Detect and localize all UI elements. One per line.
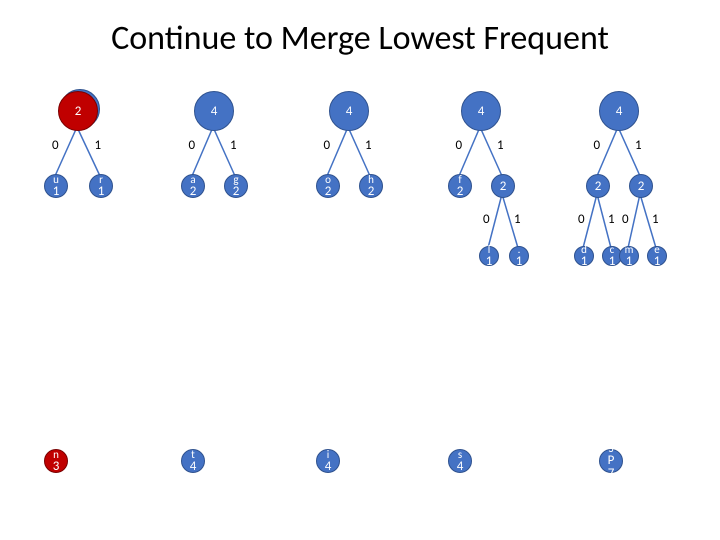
node-value: 2 [75,105,82,118]
node-value: 4 [325,460,332,473]
edge-label: 0 [189,138,196,153]
tree-node: m1 [619,246,639,266]
node-value: 2 [595,180,602,193]
tree-node: o2 [316,174,340,198]
edge-label: 1 [635,138,642,153]
node-value: 4 [346,105,353,118]
tree-node: 4 [599,91,639,131]
tree-node: e1 [647,246,667,266]
node-value: 4 [478,105,485,118]
edge-label: 1 [652,212,659,227]
edge-label: 0 [456,138,463,153]
page-title: Continue to Merge Lowest Frequent [0,18,720,59]
node-value: P [608,454,615,467]
tree-node: t4 [181,449,205,473]
node-value: 1 [486,255,493,268]
node-value: 1 [516,255,523,268]
node-value: 2 [368,185,375,198]
node-value: 1 [654,255,661,268]
node-value: 2 [325,185,332,198]
node-value: 4 [211,105,218,118]
tree-node: 4 [194,91,234,131]
tree-node: s4 [448,449,472,473]
edge-label: 0 [324,138,331,153]
node-label: S [608,443,613,454]
edge-label: 0 [594,138,601,153]
tree-node: 4 [461,91,501,131]
tree-node: f2 [448,174,472,198]
tree-node: u1 [44,174,68,198]
tree-node: 2 [629,174,653,198]
node-value: 2 [190,185,197,198]
node-value: 4 [616,105,623,118]
tree-node: g2 [224,174,248,198]
node-value: 2 [638,180,645,193]
edge-label: 1 [497,138,504,153]
node-value: 2 [457,185,464,198]
edge-label: 1 [365,138,372,153]
edge-label: 0 [483,212,490,227]
node-value: 1 [626,255,633,268]
tree-node: 2 [491,174,515,198]
tree-node: .1 [509,246,529,266]
tree-node: r1 [89,174,113,198]
node-value: 4 [190,460,197,473]
tree-node: 2 [586,174,610,198]
node-value: 1 [98,185,105,198]
tree-node: h2 [359,174,383,198]
node-value: 1 [53,185,60,198]
edge-label: 0 [622,212,629,227]
edge-label: 1 [95,138,102,153]
tree-node: 2 [58,91,98,131]
tree-node: l1 [479,246,499,266]
node-value: 4 [457,460,464,473]
node-value: 7 [608,467,615,480]
edge-label: 1 [608,212,615,227]
node-value: 1 [609,255,616,268]
edge-label: 1 [514,212,521,227]
edge-label: 1 [230,138,237,153]
node-value: 1 [581,255,588,268]
node-value: 2 [500,180,507,193]
tree-node: a2 [181,174,205,198]
tree-node: d1 [574,246,594,266]
tree-node: SP7 [599,449,623,473]
tree-node: i4 [316,449,340,473]
tree-node: n3 [44,449,68,473]
node-value: 3 [53,460,60,473]
edge-label: 0 [52,138,59,153]
node-value: 2 [233,185,240,198]
edge-label: 0 [578,212,585,227]
tree-node: 4 [329,91,369,131]
